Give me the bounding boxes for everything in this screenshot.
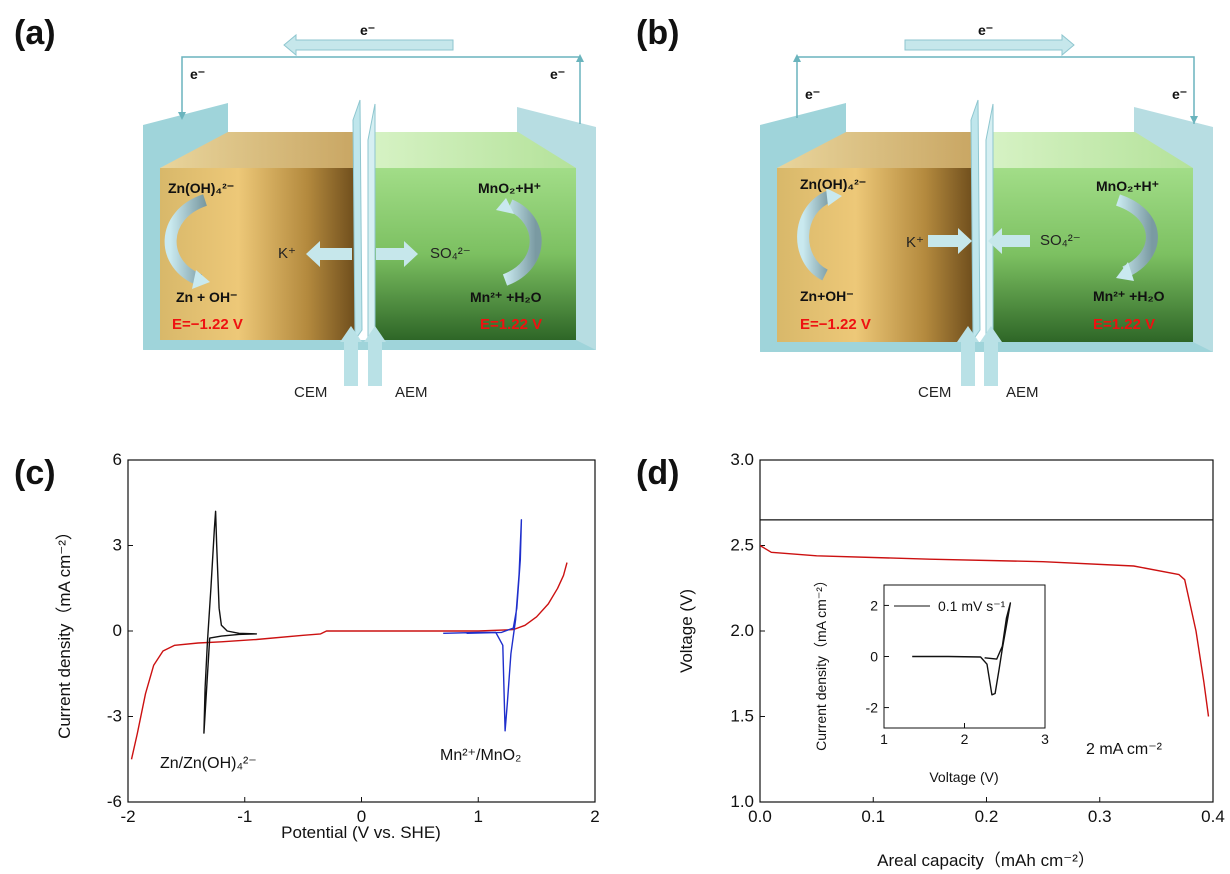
annotation-zn: Zn/Zn(OH)₄²⁻: [160, 755, 257, 772]
svg-text:MnO₂+H⁺: MnO₂+H⁺: [1096, 178, 1159, 194]
inset-legend-label: 0.1 mV s⁻¹: [938, 598, 1006, 614]
inset-x-tick-label: 2: [961, 731, 969, 747]
rate-annotation: 2 mA cm⁻²: [1086, 741, 1163, 758]
cathode-reaction-arrow: [1115, 194, 1158, 278]
c-x-tick-label: 1: [474, 807, 483, 826]
svg-text:E=−1.22 V: E=−1.22 V: [172, 316, 243, 333]
anode-reaction-arrow: [164, 194, 208, 286]
c-y-tick-label: -3: [107, 707, 122, 726]
svg-text:AEM: AEM: [1006, 384, 1039, 401]
svg-text:MnO₂+H⁺: MnO₂+H⁺: [478, 180, 541, 196]
c-x-tick-label: 0: [357, 807, 366, 826]
c-x-tick-label: 2: [590, 807, 599, 826]
aem-membrane: [367, 103, 376, 342]
c-series-2: [203, 510, 258, 734]
external-circuit: [796, 56, 1195, 124]
inset-y-tick-label: -2: [866, 700, 879, 716]
inset-x-axis-label: Voltage (V): [929, 769, 998, 785]
svg-text:SO₄²⁻: SO₄²⁻: [430, 245, 471, 262]
inset-y-tick-label: 2: [870, 597, 878, 613]
svg-text:K⁺: K⁺: [278, 245, 296, 262]
svg-text:e⁻: e⁻: [550, 66, 565, 82]
inset-y-axis-label: Current density（mA cm⁻²）: [813, 573, 829, 751]
aem-membrane: [985, 103, 994, 342]
electron-flow-arrow: [904, 33, 1075, 57]
svg-text:e⁻: e⁻: [1172, 86, 1187, 102]
panel-d-label: (d): [636, 454, 679, 492]
inset-y-tick-label: 0: [870, 649, 878, 665]
svg-text:E=1.22 V: E=1.22 V: [1093, 316, 1155, 333]
svg-text:E=1.22 V: E=1.22 V: [480, 316, 542, 333]
svg-text:E=−1.22 V: E=−1.22 V: [800, 316, 871, 333]
y-axis-label: Voltage (V): [677, 589, 696, 673]
c-x-tick-label: -1: [237, 807, 252, 826]
d-series-1: [760, 544, 1210, 717]
cathode-reaction-arrow: [502, 199, 542, 286]
d-x-tick-label: 0.3: [1088, 807, 1112, 826]
x-axis-label: Potential (V vs. SHE): [281, 823, 441, 842]
d-y-tick-label: 3.0: [730, 450, 754, 469]
svg-text:Mn²⁺ +H₂O: Mn²⁺ +H₂O: [1093, 288, 1165, 304]
c-y-tick-label: -6: [107, 792, 122, 811]
x-axis-label: Areal capacity（mAh cm⁻²）: [877, 851, 1095, 870]
svg-text:Mn²⁺ +H₂O: Mn²⁺ +H₂O: [470, 289, 542, 305]
svg-text:AEM: AEM: [395, 384, 428, 401]
d-y-tick-label: 2.5: [730, 536, 754, 555]
k-ion-arrow: [928, 228, 972, 254]
svg-text:CEM: CEM: [294, 384, 327, 401]
y-axis-label: Current density（mA cm⁻²）: [55, 523, 74, 739]
sulfate-ion-arrow: [376, 241, 418, 267]
svg-text:Zn(OH)₄²⁻: Zn(OH)₄²⁻: [168, 180, 234, 196]
panel-c-label: (c): [14, 454, 56, 492]
c-y-tick-label: 3: [113, 536, 122, 555]
d-y-tick-label: 1.0: [730, 792, 754, 811]
anode-reaction-arrow: [797, 190, 833, 281]
c-series-3: [443, 519, 523, 732]
svg-text:e⁻: e⁻: [978, 22, 993, 38]
d-x-tick-label: 0.4: [1201, 807, 1225, 826]
svg-text:CEM: CEM: [918, 384, 951, 401]
cem-membrane: [352, 99, 363, 342]
d-y-tick-label: 1.5: [730, 707, 754, 726]
inset-x-tick-label: 1: [880, 731, 888, 747]
panel-c-chart: (c) -2 -1 0 1 2 -6 -3 0 3 6 Potential (V vs. SHE)…: [14, 450, 600, 842]
svg-text:e⁻: e⁻: [360, 22, 375, 38]
c-y-tick-label: 0: [113, 621, 122, 640]
d-x-tick-label: 0.0: [748, 807, 772, 826]
panel-a-schematic: (a) e⁻ e⁻ e⁻ Zn(OH)₄²⁻ Zn + OH⁻ E=−1.22 …: [14, 14, 596, 401]
panel-d-chart: (d) 0.0 0.1 0.2 0.3 0.4 1.0 1.5 2.0 2.5 3.0 Areal…: [636, 450, 1225, 870]
c-series-1: [130, 562, 568, 760]
svg-text:Zn+OH⁻: Zn+OH⁻: [800, 288, 854, 304]
svg-text:e⁻: e⁻: [805, 86, 820, 102]
panel-a-label: (a): [14, 14, 56, 52]
d-x-tick-label: 0.2: [975, 807, 999, 826]
svg-text:SO₄²⁻: SO₄²⁻: [1040, 232, 1081, 249]
sulfate-ion-arrow: [988, 228, 1030, 254]
cem-membrane: [970, 99, 981, 342]
k-ion-arrow: [306, 241, 352, 267]
catholyte-chamber: [990, 168, 1193, 342]
panel-b-schematic: (b) e⁻ e⁻ e⁻ Zn(OH)₄²⁻ Zn+OH⁻ E=−1.22 V …: [636, 14, 1213, 401]
inset-x-tick-label: 3: [1041, 731, 1049, 747]
electron-flow-arrow: [283, 33, 454, 57]
svg-text:K⁺: K⁺: [906, 234, 924, 251]
c-y-tick-label: 6: [113, 450, 122, 469]
external-circuit: [181, 56, 581, 124]
annotation-mn: Mn²⁺/MnO₂: [440, 747, 521, 764]
svg-text:Zn(OH)₄²⁻: Zn(OH)₄²⁻: [800, 176, 866, 192]
svg-text:e⁻: e⁻: [190, 66, 205, 82]
panel-b-label: (b): [636, 14, 679, 52]
inset-series-1: [912, 602, 1012, 696]
c-x-tick-label: -2: [120, 807, 135, 826]
svg-text:Zn + OH⁻: Zn + OH⁻: [176, 289, 237, 305]
d-y-tick-label: 2.0: [730, 621, 754, 640]
d-x-tick-label: 0.1: [861, 807, 885, 826]
